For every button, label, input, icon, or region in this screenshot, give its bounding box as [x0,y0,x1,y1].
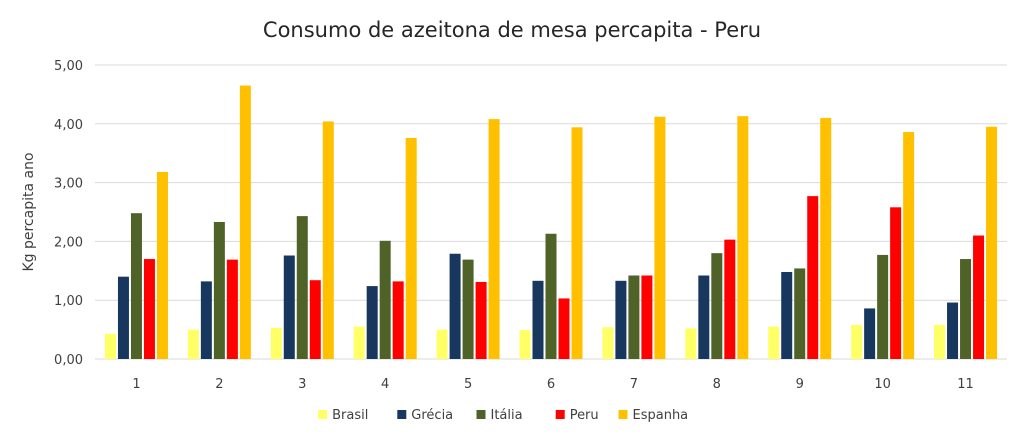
y-axis-label: Kg percapita ano [21,152,37,271]
bar-itália-1 [130,213,142,359]
x-tick-label: 6 [547,377,555,392]
bar-peru-11 [973,235,985,359]
legend-swatch-itália [476,410,486,419]
legend-swatch-peru [555,410,565,419]
bar-itália-4 [379,240,391,359]
bar-itália-11 [960,259,972,359]
x-tick-label: 8 [713,377,721,392]
bar-grécia-10 [864,308,876,359]
legend-label: Espanha [633,408,689,423]
bar-espanha-3 [322,121,334,359]
bar-brasil-8 [685,328,697,359]
bar-brasil-11 [934,324,946,359]
bar-espanha-1 [156,172,168,359]
bar-brasil-5 [436,329,448,359]
bar-brasil-9 [768,326,780,359]
bar-itália-2 [213,221,225,359]
bar-espanha-11 [986,126,998,360]
x-tick-label: 11 [957,377,974,392]
y-tick-label: 4,00 [54,118,83,133]
x-tick-labels: 1 2 3 4 5 6 7 8 9 10 11 [132,377,974,392]
bar-grécia-9 [781,271,793,359]
bar-peru-3 [309,280,321,359]
y-tick-label: 5,00 [54,59,83,74]
bar-brasil-10 [851,324,863,359]
bar-peru-5 [475,281,487,359]
bar-brasil-3 [270,327,282,359]
bar-espanha-4 [405,137,417,359]
x-tick-label: 1 [132,377,140,392]
legend: Brasil Grécia Itália Peru Espanha [318,408,688,423]
bar-peru-8 [724,239,736,359]
bar-peru-1 [143,259,155,359]
bar-peru-7 [641,275,653,359]
bar-grécia-8 [698,275,710,359]
bar-grécia-1 [117,276,129,359]
x-tick-label: 4 [381,377,389,392]
bar-grécia-3 [283,255,295,359]
bar-brasil-6 [519,330,531,359]
x-tick-label: 3 [298,377,306,392]
bar-espanha-6 [571,127,583,359]
bar-grécia-6 [532,280,544,359]
y-tick-labels: 0,00 1,00 2,00 3,00 4,00 5,00 [54,59,83,368]
y-tick-label: 0,00 [54,353,83,368]
y-tick-label: 3,00 [54,177,83,192]
bar-itália-5 [462,259,474,359]
bar-grécia-4 [366,286,378,359]
bar-peru-4 [392,281,404,359]
bar-espanha-9 [820,117,832,359]
bar-itália-3 [296,216,308,359]
bar-brasil-1 [104,333,116,359]
bar-itália-8 [711,253,723,359]
y-tick-label: 1,00 [54,294,83,309]
bar-espanha-2 [239,85,251,359]
bar-grécia-5 [449,253,461,359]
bar-grécia-11 [947,302,959,359]
bar-espanha-7 [654,116,666,359]
chart-title: Consumo de azeitona de mesa percapita - … [263,18,761,42]
bar-itália-6 [545,233,557,359]
x-tick-label: 5 [464,377,472,392]
bar-peru-9 [807,196,819,359]
bar-brasil-7 [602,327,614,359]
bar-itália-7 [628,275,640,359]
bar-brasil-2 [187,329,199,359]
legend-swatch-grécia [397,410,407,419]
bar-peru-6 [558,298,570,359]
x-tick-label: 7 [630,377,638,392]
bars [104,85,998,360]
legend-label: Peru [570,408,599,423]
x-tick-label: 9 [796,377,804,392]
y-tick-label: 2,00 [54,235,83,250]
bar-brasil-4 [353,326,365,359]
bar-espanha-8 [737,116,749,359]
bar-itália-9 [794,268,806,359]
legend-label: Grécia [411,408,453,423]
bar-espanha-5 [488,119,500,359]
legend-label: Brasil [332,408,368,423]
legend-swatch-brasil [318,410,328,419]
legend-label: Itália [491,408,523,423]
bar-grécia-7 [615,280,627,359]
x-tick-label: 10 [874,377,891,392]
bar-itália-10 [877,254,889,359]
bar-peru-10 [890,207,902,359]
bar-espanha-10 [903,132,915,359]
bar-peru-2 [226,259,238,359]
legend-swatch-espanha [618,410,628,419]
bar-grécia-2 [200,281,212,359]
x-tick-label: 2 [215,377,223,392]
